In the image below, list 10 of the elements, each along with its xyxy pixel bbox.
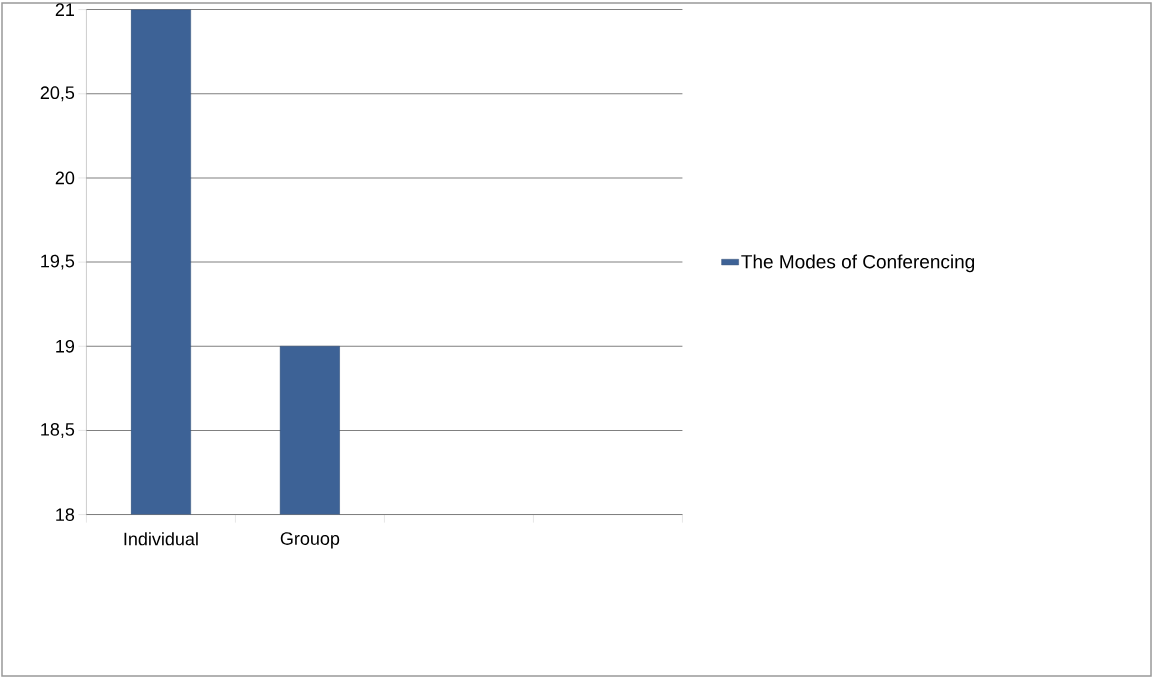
legend-label: The Modes of Conferencing xyxy=(741,254,975,273)
y-tick-label: 18 xyxy=(56,508,75,522)
y-tick-label: 19 xyxy=(56,339,75,353)
x-tick-label: Individual xyxy=(124,532,198,546)
y-tick-label: 18,5 xyxy=(41,423,75,438)
y-tick-label: 20 xyxy=(55,171,75,185)
x-tick-label: Grouop xyxy=(280,532,340,549)
y-tick-label: 19,5 xyxy=(41,254,75,270)
y-tick-label: 20,5 xyxy=(40,86,75,102)
y-tick-label: 21 xyxy=(55,3,74,16)
